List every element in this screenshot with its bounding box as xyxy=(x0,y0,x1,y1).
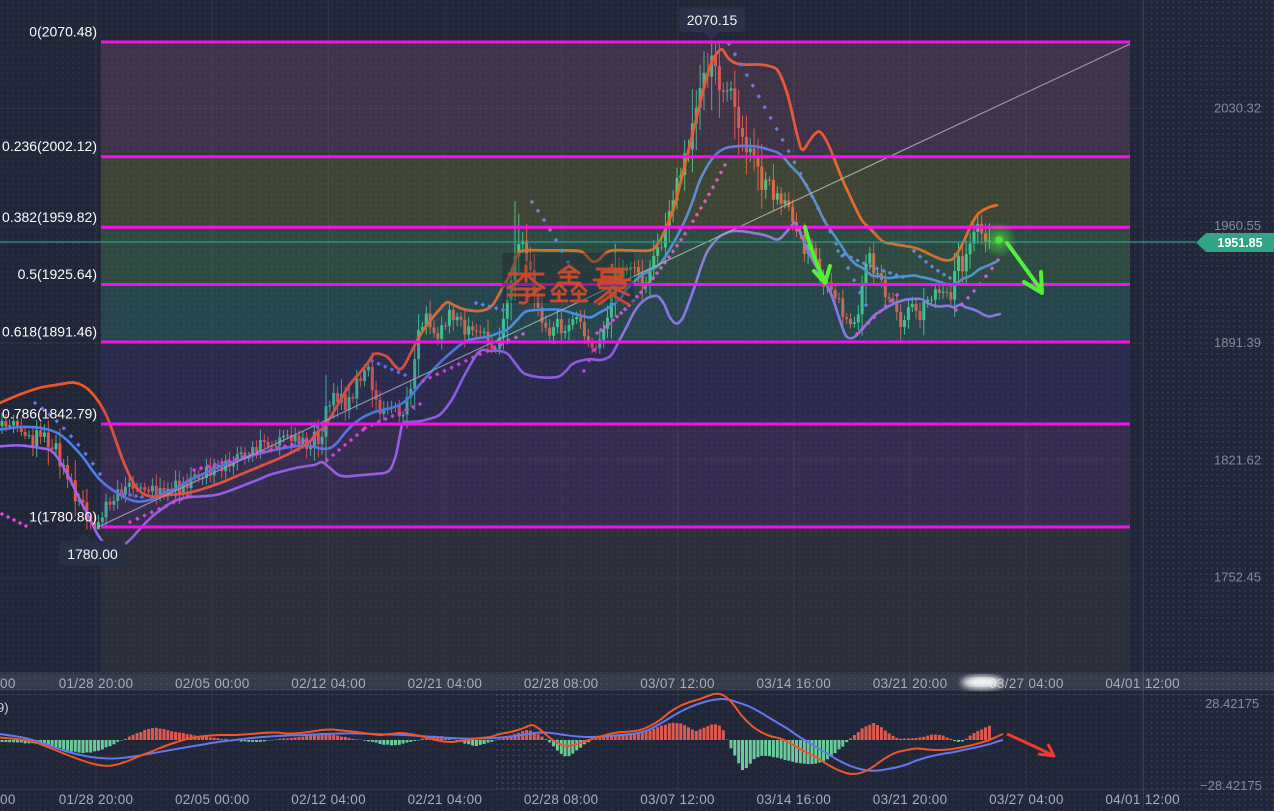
svg-text:1891.39: 1891.39 xyxy=(1214,335,1261,350)
svg-text::00: :00 xyxy=(0,792,16,807)
svg-text:2030.32: 2030.32 xyxy=(1214,101,1261,116)
svg-text:1951.85: 1951.85 xyxy=(1217,236,1262,250)
svg-text:2070.15: 2070.15 xyxy=(687,12,738,28)
svg-text:1752.45: 1752.45 xyxy=(1214,570,1261,585)
svg-text:03/14 16:00: 03/14 16:00 xyxy=(756,676,831,691)
svg-text:04/01 12:00: 04/01 12:00 xyxy=(1105,792,1180,807)
svg-text:0.618(1891.46): 0.618(1891.46) xyxy=(2,324,97,340)
svg-text:1821.62: 1821.62 xyxy=(1214,452,1261,467)
svg-text:02/21 04:00: 02/21 04:00 xyxy=(408,676,483,691)
svg-text:0.236(2002.12): 0.236(2002.12) xyxy=(2,138,97,154)
svg-text:03/27 04:00: 03/27 04:00 xyxy=(989,792,1064,807)
svg-text:0.5(1925.64): 0.5(1925.64) xyxy=(18,266,97,282)
svg-text:01/28 20:00: 01/28 20:00 xyxy=(59,792,134,807)
svg-text:28.42175: 28.42175 xyxy=(1205,696,1259,711)
svg-text:03/21 20:00: 03/21 20:00 xyxy=(873,792,948,807)
svg-text:03/07 12:00: 03/07 12:00 xyxy=(640,792,715,807)
svg-text:9): 9) xyxy=(0,700,9,715)
svg-text:0.786(1842.79): 0.786(1842.79) xyxy=(2,406,97,422)
svg-text:02/05 00:00: 02/05 00:00 xyxy=(175,792,250,807)
svg-text:1780.00: 1780.00 xyxy=(67,546,118,562)
svg-text:02/05 00:00: 02/05 00:00 xyxy=(175,676,250,691)
svg-text:0.382(1959.82): 0.382(1959.82) xyxy=(2,209,97,225)
svg-text:03/21 20:00: 03/21 20:00 xyxy=(873,676,948,691)
svg-text:01/28 20:00: 01/28 20:00 xyxy=(59,676,134,691)
svg-text:03/07 12:00: 03/07 12:00 xyxy=(640,676,715,691)
svg-text:−28.42175: −28.42175 xyxy=(1200,778,1262,793)
svg-text:1(1780.80): 1(1780.80) xyxy=(29,509,97,525)
svg-text::00: :00 xyxy=(0,676,16,691)
svg-text:02/28 08:00: 02/28 08:00 xyxy=(524,676,599,691)
svg-text:03/27 04:00: 03/27 04:00 xyxy=(989,676,1064,691)
svg-text:04/01 12:00: 04/01 12:00 xyxy=(1105,676,1180,691)
svg-text:02/21 04:00: 02/21 04:00 xyxy=(408,792,483,807)
svg-text:02/12 04:00: 02/12 04:00 xyxy=(291,792,366,807)
svg-text:03/14 16:00: 03/14 16:00 xyxy=(756,792,831,807)
svg-text:0(2070.48): 0(2070.48) xyxy=(29,24,97,40)
svg-text:02/12 04:00: 02/12 04:00 xyxy=(291,676,366,691)
svg-text:1960.55: 1960.55 xyxy=(1214,218,1261,233)
svg-text:02/28 08:00: 02/28 08:00 xyxy=(524,792,599,807)
